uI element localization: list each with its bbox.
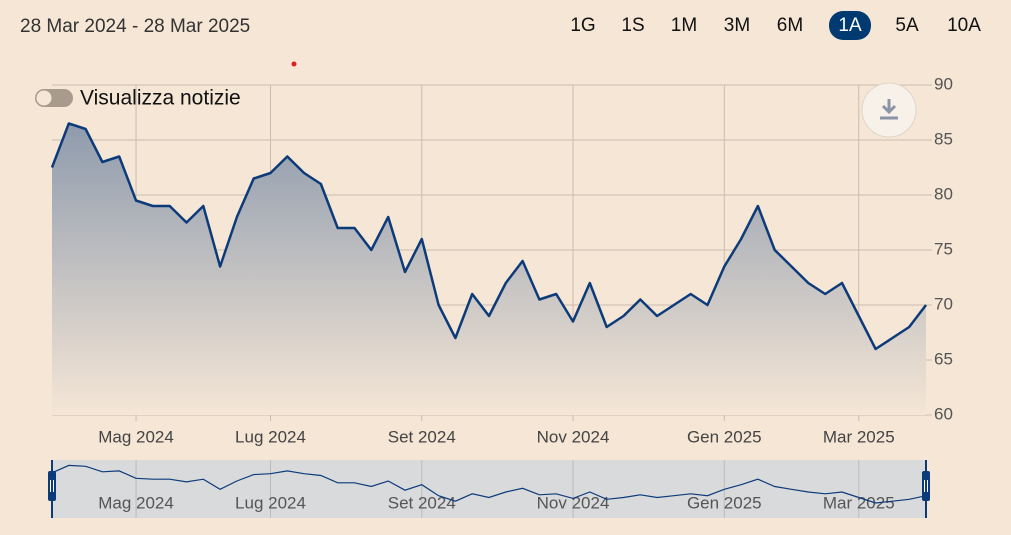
area-fill [52, 123, 926, 415]
handle-grip [924, 480, 928, 492]
x-tick-label: Set 2024 [388, 427, 456, 446]
y-tick-label: 90 [934, 74, 953, 93]
y-tick-label: 75 [934, 239, 953, 258]
range-button-label[interactable]: 3M [724, 15, 750, 36]
x-tick-label: Mag 2024 [98, 427, 174, 446]
range-button-label[interactable]: 10A [947, 15, 981, 36]
x-tick-label: Gen 2025 [687, 427, 762, 446]
x-tick-label: Mar 2025 [823, 427, 895, 446]
range-buttons: 1G 1S 1M 3M 6M 1A 5A 10A [570, 11, 981, 40]
toggle-label: Visualizza notizie [80, 87, 241, 110]
range-button[interactable]: 6M [777, 15, 803, 36]
range-button-label[interactable]: 5A [895, 15, 919, 36]
navigator-label: Nov 2024 [537, 493, 610, 512]
navigator-line [51, 464, 927, 504]
plot: 60 65 70 75 80 85 90 Mag 2024 Lug 2024 Set 2024 No… [50, 74, 953, 446]
y-tick-label: 85 [934, 129, 953, 148]
range-button-label[interactable]: 6M [777, 15, 803, 36]
navigator-label: Lug 2024 [235, 493, 306, 512]
navigator-label: Gen 2025 [687, 493, 762, 512]
range-button-label[interactable]: 1M [671, 15, 697, 36]
range-button[interactable]: 5A [895, 15, 919, 36]
navigator-label: Mag 2024 [98, 493, 174, 512]
range-button[interactable]: 1S [621, 15, 644, 36]
download-icon [880, 99, 898, 120]
navigator-handle[interactable] [922, 471, 930, 501]
navigator-label: Set 2024 [388, 493, 456, 512]
handle-grip [50, 480, 54, 492]
range-button[interactable]: 1A [829, 11, 871, 40]
download-button[interactable] [861, 82, 917, 138]
navigator-label: Mar 2025 [823, 493, 895, 512]
range-button-bg[interactable] [829, 11, 871, 40]
range-button-label[interactable]: 1A [838, 15, 862, 36]
navigator-handle[interactable] [48, 471, 56, 501]
y-tick-label: 60 [934, 404, 953, 423]
range-button[interactable]: 1G [570, 15, 595, 36]
range-button[interactable]: 3M [724, 15, 750, 36]
range-button[interactable]: 10A [947, 15, 981, 36]
price-line [50, 122, 927, 351]
news-toggle[interactable]: Visualizza notizie [35, 87, 241, 110]
navigator-bg [52, 460, 926, 518]
indicator-dot [291, 61, 297, 67]
range-button[interactable]: 1M [671, 15, 697, 36]
navigator[interactable]: Mag 2024 Lug 2024 Set 2024 Nov 2024 Gen 2025… [48, 460, 930, 518]
y-tick-label: 65 [934, 349, 953, 368]
toggle-knob[interactable] [35, 89, 53, 107]
y-tick-label: 80 [934, 184, 953, 203]
x-tick-label: Lug 2024 [235, 427, 306, 446]
x-tick-label: Nov 2024 [537, 427, 610, 446]
range-button-label[interactable]: 1S [621, 15, 644, 36]
date-range: 28 Mar 2024 - 28 Mar 2025 [20, 16, 250, 37]
y-tick-label: 70 [934, 294, 953, 313]
range-button-label[interactable]: 1G [570, 15, 595, 36]
